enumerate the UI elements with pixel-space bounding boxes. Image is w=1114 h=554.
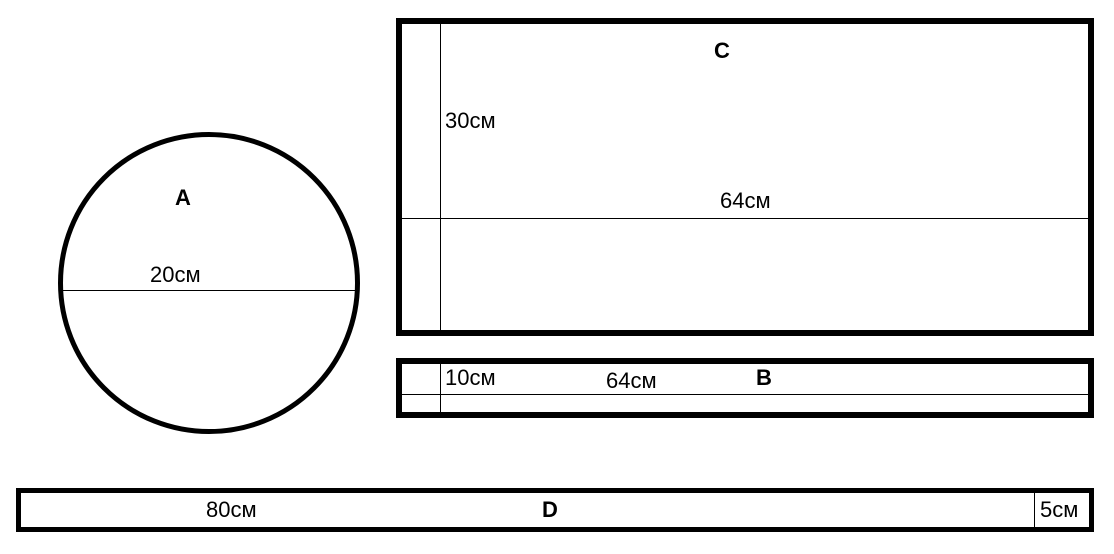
dim-b-height: 10см: [445, 365, 496, 391]
label-c: C: [714, 38, 730, 64]
line-b-v: [440, 364, 441, 412]
line-d-v: [1034, 493, 1035, 527]
line-a-diameter: [61, 290, 358, 291]
line-c-v: [440, 24, 441, 330]
label-d: D: [542, 497, 558, 523]
dim-d-width: 80см: [206, 497, 257, 523]
dim-c-width: 64см: [720, 188, 771, 214]
line-b-h: [402, 394, 1088, 395]
dim-a-diameter: 20см: [150, 262, 201, 288]
label-a: A: [175, 185, 191, 211]
dim-c-height: 30см: [445, 108, 496, 134]
circle-a: [58, 132, 360, 434]
dim-d-height: 5см: [1040, 497, 1078, 523]
rect-b: [396, 358, 1094, 418]
label-b: B: [756, 365, 772, 391]
rect-c: [396, 18, 1094, 336]
dim-b-width: 64см: [606, 368, 657, 394]
line-c-h: [402, 218, 1088, 219]
